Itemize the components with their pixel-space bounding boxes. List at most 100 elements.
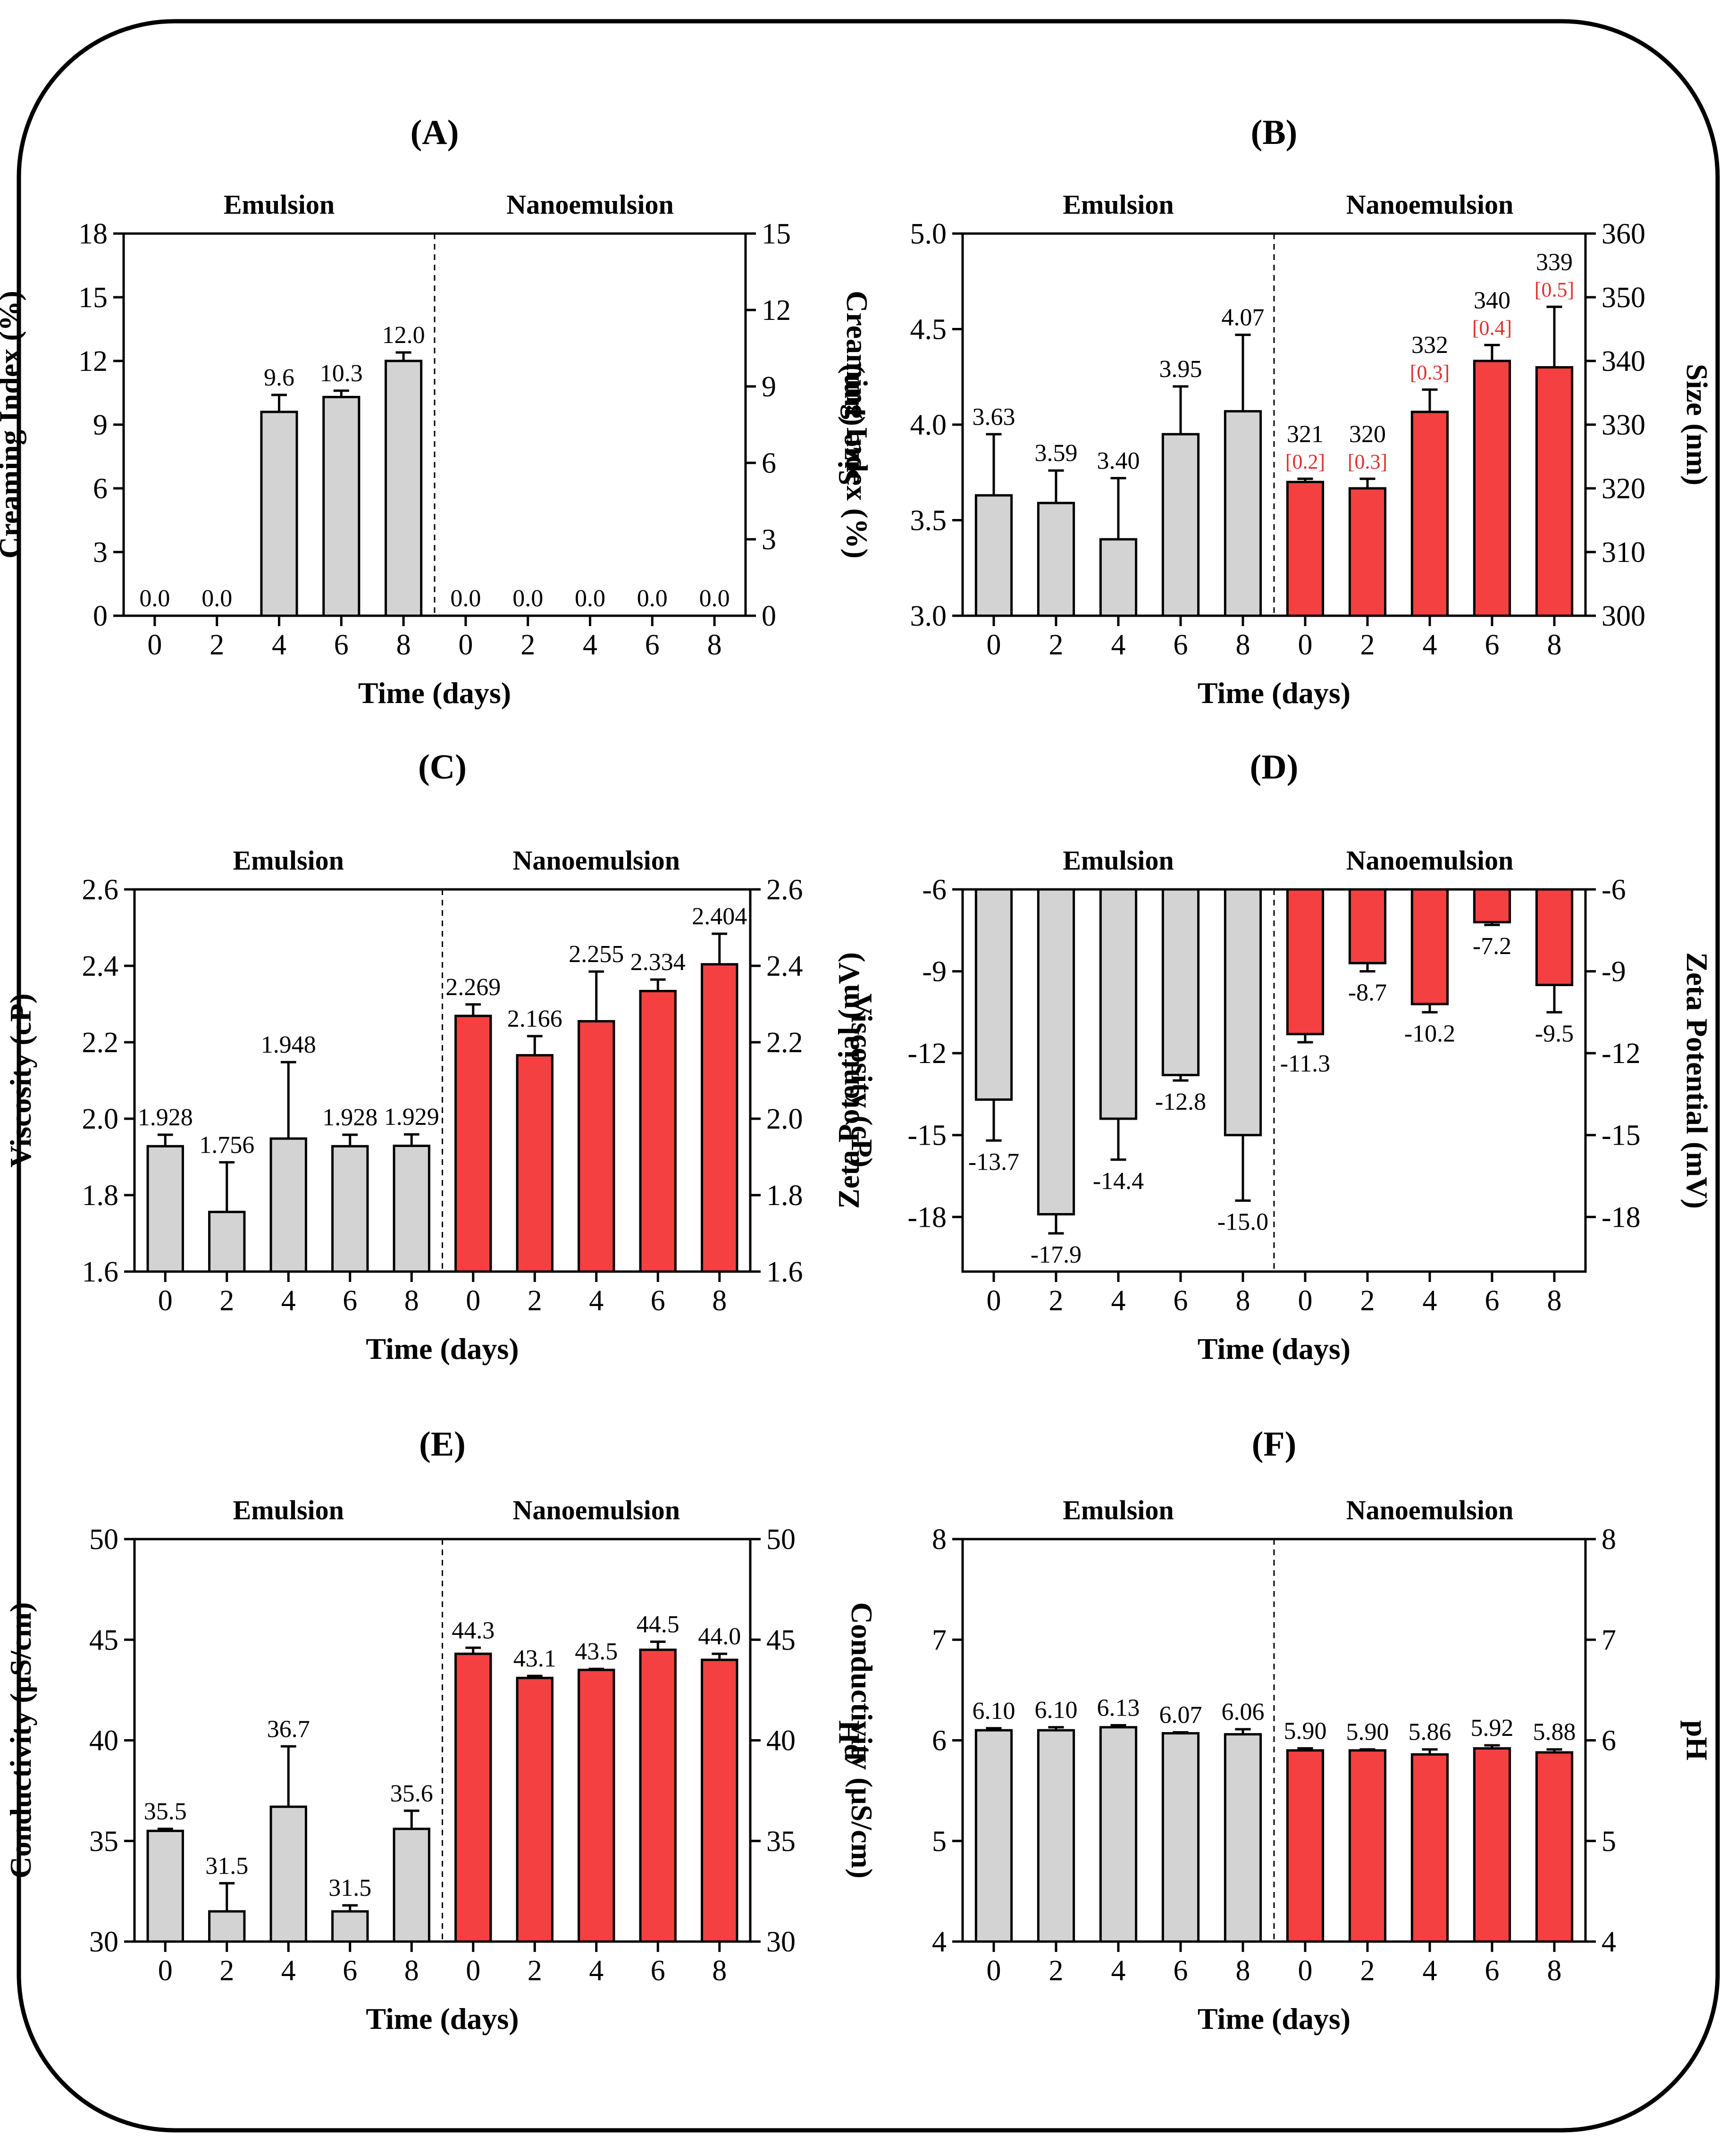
panel-title: (D) — [1250, 748, 1299, 787]
y-tick-label-left: -12 — [907, 1038, 947, 1070]
y-tick-label-left: 3.0 — [910, 600, 947, 632]
y-tick-label-right: 310 — [1602, 536, 1645, 569]
x-tick-label: 6 — [1174, 1285, 1188, 1317]
data-label: 2.166 — [507, 1005, 562, 1032]
y-tick-label-right: 7 — [1602, 1624, 1616, 1656]
y-tick-label-right: 340 — [1602, 345, 1645, 377]
bar — [331, 1910, 369, 1943]
bar — [974, 1729, 1013, 1943]
x-axis-label: Time (days) — [1198, 2002, 1350, 2035]
y-tick-label-right: 1.8 — [766, 1180, 803, 1212]
y-tick-label-right: 4 — [1602, 1926, 1616, 1958]
data-label: -8.7 — [1348, 980, 1387, 1006]
y-tick-label-right: 360 — [1602, 218, 1645, 250]
group-label-emulsion: Emulsion — [1063, 845, 1174, 876]
data-label: 0.0 — [699, 585, 730, 612]
y-tick-label-left: -9 — [922, 956, 947, 988]
y-tick-label-right: 35 — [766, 1825, 796, 1858]
y-tick-label-left: 12 — [78, 345, 108, 377]
y-tick-label-right: 5 — [1602, 1825, 1616, 1858]
group-label-emulsion: Emulsion — [233, 1495, 344, 1525]
bar — [639, 1649, 677, 1943]
x-tick-label: 6 — [1174, 629, 1188, 661]
bar — [393, 1827, 430, 1943]
panel-B: (B) Emulsion Nanoemulsion 3.0 3.5 4.0 4.5 5.0 30… — [832, 113, 1714, 710]
data-label: -7.2 — [1473, 933, 1511, 960]
bar — [1161, 433, 1200, 617]
y-tick-label-left: 15 — [78, 282, 108, 314]
data-label: 6.06 — [1222, 1699, 1265, 1725]
y-tick-label-left: -18 — [907, 1201, 947, 1233]
data-label: 1.928 — [138, 1104, 193, 1131]
data-label: 6.10 — [973, 1698, 1015, 1725]
y-tick-label-right: 2.6 — [766, 874, 803, 906]
group-label-emulsion: Emulsion — [1063, 189, 1174, 220]
bar — [322, 396, 361, 617]
bar — [1535, 366, 1574, 617]
data-label: 5.86 — [1409, 1719, 1451, 1746]
panel-C: (C) Emulsion Nanoemulsion 1.6 1.8 2.0 2.2 2.4 2.… — [4, 748, 879, 1365]
bar — [701, 1658, 738, 1943]
y-tick-label-right: 8 — [1602, 1524, 1616, 1556]
y-tick-label-right: 320 — [1602, 473, 1645, 505]
x-tick-label: 8 — [1547, 629, 1562, 661]
group-label-nanoemulsion: Nanoemulsion — [506, 189, 674, 220]
bar — [1348, 1749, 1387, 1943]
y-axis-label-right: Conductivity (μS/cm) — [845, 1602, 879, 1879]
x-tick-label: 4 — [281, 1285, 296, 1317]
data-label: 44.0 — [698, 1623, 741, 1650]
data-label: 3.59 — [1035, 440, 1078, 467]
data-label: 2.334 — [630, 949, 686, 976]
bar — [1286, 1749, 1325, 1943]
data-label: 35.6 — [390, 1780, 433, 1807]
y-tick-label-left: 3 — [93, 536, 108, 569]
y-tick-label-left: 50 — [89, 1524, 118, 1556]
bar — [1410, 410, 1449, 617]
bar — [1348, 487, 1387, 617]
bar — [974, 494, 1013, 617]
group-label-nanoemulsion: Nanoemulsion — [1346, 845, 1514, 876]
x-tick-label: 2 — [1049, 629, 1064, 661]
bar — [1410, 888, 1449, 1005]
data-label: 3.40 — [1097, 447, 1140, 474]
bar — [578, 1668, 615, 1943]
data-label: 10.3 — [320, 360, 363, 387]
y-tick-label-left: 4.0 — [910, 409, 947, 441]
y-tick-label-left: -6 — [922, 874, 947, 906]
x-tick-label: 2 — [528, 1955, 542, 1987]
x-tick-label: 6 — [343, 1955, 357, 1987]
panel-D: (D) Emulsion Nanoemulsion -6 -9 -12 -15 -18 -6 -9… — [832, 748, 1714, 1365]
y-tick-label-right: 30 — [766, 1926, 796, 1958]
y-tick-label-left: 7 — [932, 1624, 947, 1656]
y-axis-label-left: pH — [832, 1720, 865, 1760]
data-label: 0.0 — [575, 585, 605, 612]
x-tick-label: 0 — [158, 1285, 173, 1317]
x-tick-label: 8 — [396, 629, 411, 661]
y-axis-label-left: Zeta Potential (mV) — [832, 952, 865, 1209]
y-tick-label-right: 300 — [1602, 600, 1645, 632]
data-sublabel: [0.5] — [1535, 278, 1574, 301]
bar — [1161, 1732, 1200, 1943]
panel-A: (A) Emulsion Nanoemulsion 0 3 6 9 12 15 18 0 3 6 9 12 1… — [0, 113, 874, 710]
data-label: 6.10 — [1035, 1697, 1078, 1724]
bar — [331, 1145, 369, 1273]
y-tick-label-right: 6 — [1602, 1725, 1616, 1757]
panel-title: (F) — [1252, 1425, 1297, 1464]
data-label: 0.0 — [450, 585, 481, 612]
panel-title: (E) — [419, 1425, 466, 1464]
y-tick-label-left: 4.5 — [910, 314, 947, 346]
data-label: 43.5 — [575, 1638, 618, 1665]
x-tick-label: 6 — [651, 1285, 665, 1317]
x-tick-label: 2 — [1360, 1285, 1375, 1317]
x-tick-label: 4 — [1423, 1285, 1437, 1317]
data-label: 9.6 — [264, 364, 294, 391]
bar — [269, 1137, 307, 1273]
data-label: -10.2 — [1404, 1020, 1455, 1047]
y-tick-label-left: 2.4 — [82, 950, 119, 982]
x-tick-label: 4 — [272, 629, 286, 661]
data-label: 36.7 — [267, 1716, 310, 1742]
y-tick-label-left: 5.0 — [910, 218, 947, 250]
x-tick-label: 0 — [458, 629, 473, 661]
y-tick-label-left: 18 — [78, 218, 108, 250]
panel-E: (E)Emulsion Nanoemulsion30354045503035404… — [4, 1425, 879, 2035]
